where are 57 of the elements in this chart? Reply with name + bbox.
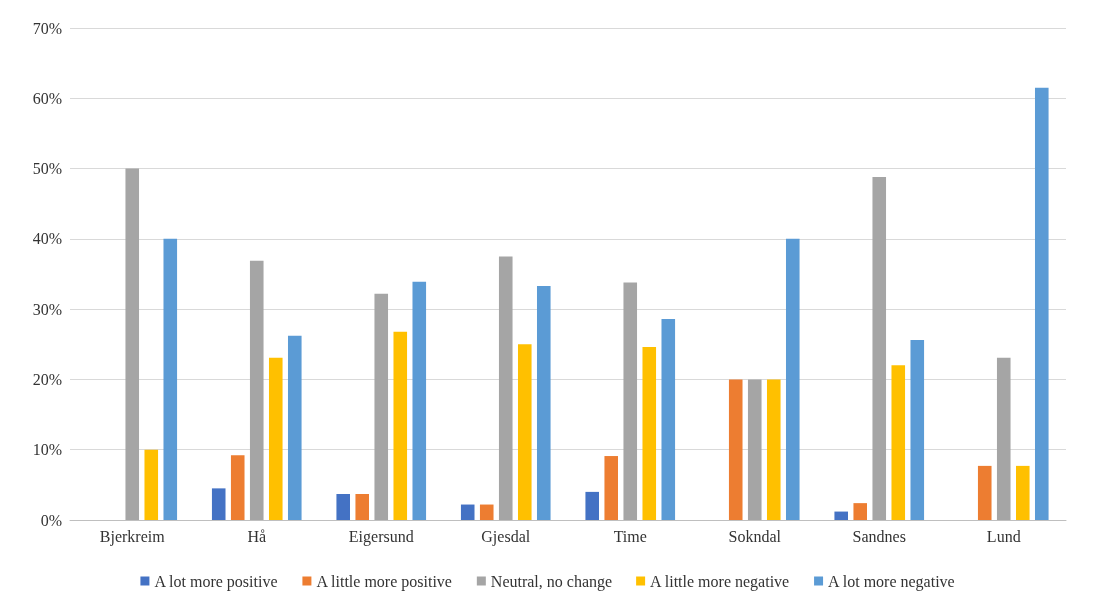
y-tick-label: 70% — [32, 19, 62, 37]
bar — [834, 511, 849, 520]
legend-label: A little more negative — [650, 572, 790, 591]
y-tick-label: 60% — [32, 89, 62, 107]
x-tick-label: Time — [613, 527, 647, 545]
y-tick-label: 30% — [32, 300, 62, 318]
y-tick-label: 20% — [32, 370, 62, 388]
bar — [211, 488, 226, 520]
x-tick-label: Eigersund — [348, 527, 414, 546]
bar — [536, 285, 551, 520]
bar — [996, 357, 1011, 520]
x-tick-label: Bjerkreim — [99, 527, 166, 546]
bar — [125, 168, 140, 520]
bar — [585, 491, 600, 520]
bar — [412, 281, 427, 520]
bar — [1015, 465, 1030, 520]
y-tick-label: 0% — [40, 511, 62, 529]
bar — [785, 238, 800, 520]
bar — [977, 465, 992, 520]
bar — [872, 177, 887, 520]
bar — [623, 282, 638, 520]
bar — [393, 331, 408, 520]
y-tick-label: 40% — [32, 230, 62, 248]
bar — [268, 357, 283, 520]
bar — [661, 318, 676, 520]
y-tick-label: 10% — [32, 441, 62, 459]
bar — [230, 455, 245, 520]
bar — [517, 344, 532, 520]
bar — [891, 365, 906, 520]
x-tick-label: Hå — [247, 527, 267, 545]
bar — [853, 503, 868, 520]
bar — [287, 335, 302, 520]
bar — [336, 493, 351, 520]
bar — [374, 293, 389, 520]
bar — [747, 379, 762, 520]
bar — [1034, 87, 1049, 520]
bar — [163, 238, 178, 520]
legend-label: Neutral, no change — [490, 572, 613, 591]
bar — [249, 260, 264, 520]
bar — [460, 504, 475, 520]
bar — [498, 256, 513, 520]
y-tick-label: 50% — [32, 160, 62, 178]
x-tick-label: Gjesdal — [481, 527, 531, 546]
bar — [355, 493, 370, 520]
legend-label: A little more positive — [316, 572, 452, 591]
bar — [728, 379, 743, 520]
bar — [642, 347, 657, 520]
bar — [604, 456, 619, 520]
legend-label: A lot more positive — [154, 572, 278, 591]
bar — [479, 504, 494, 520]
bar — [144, 449, 159, 520]
x-tick-label: Sokndal — [728, 527, 782, 545]
bar — [766, 379, 781, 520]
x-tick-label: Lund — [986, 527, 1021, 545]
x-tick-label: Sandnes — [852, 527, 906, 545]
bar — [910, 340, 925, 520]
legend-label: A lot more negative — [828, 572, 955, 591]
